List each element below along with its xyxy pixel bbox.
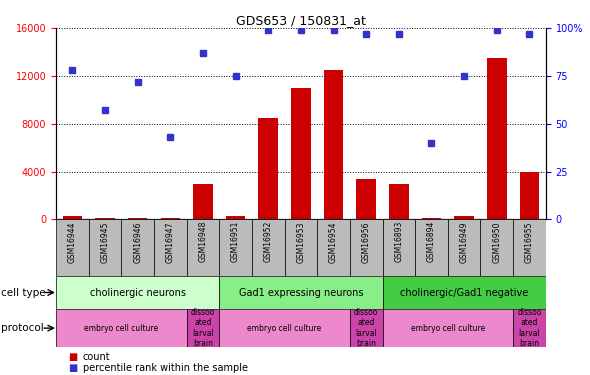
Bar: [317, 219, 350, 276]
Bar: [513, 309, 546, 347]
Text: GSM16948: GSM16948: [198, 221, 208, 262]
Text: GSM16956: GSM16956: [362, 221, 371, 262]
Text: GSM16949: GSM16949: [460, 221, 468, 262]
Bar: [291, 88, 311, 219]
Bar: [350, 219, 382, 276]
Text: ■: ■: [68, 352, 77, 362]
Bar: [95, 218, 115, 219]
Text: GSM16952: GSM16952: [264, 221, 273, 262]
Bar: [389, 183, 409, 219]
Bar: [219, 309, 350, 347]
Text: GSM16894: GSM16894: [427, 221, 436, 262]
Text: protocol: protocol: [1, 323, 43, 333]
Bar: [382, 276, 546, 309]
Bar: [56, 219, 88, 276]
Text: GSM16946: GSM16946: [133, 221, 142, 262]
Text: percentile rank within the sample: percentile rank within the sample: [83, 363, 248, 373]
Text: GSM16954: GSM16954: [329, 221, 338, 262]
Text: embryo cell culture: embryo cell culture: [247, 324, 322, 333]
Text: dissoo
ated
larval
brain: dissoo ated larval brain: [191, 308, 215, 348]
Bar: [454, 216, 474, 219]
Bar: [513, 219, 546, 276]
Text: Gad1 expressing neurons: Gad1 expressing neurons: [238, 288, 363, 297]
Bar: [186, 219, 219, 276]
Bar: [520, 172, 539, 219]
Text: cell type: cell type: [1, 288, 45, 297]
Title: GDS653 / 150831_at: GDS653 / 150831_at: [236, 14, 366, 27]
Bar: [63, 216, 82, 219]
Bar: [160, 217, 180, 219]
Bar: [480, 219, 513, 276]
Bar: [350, 309, 382, 347]
Bar: [128, 217, 148, 219]
Bar: [88, 219, 122, 276]
Bar: [382, 309, 513, 347]
Bar: [382, 219, 415, 276]
Bar: [219, 276, 382, 309]
Text: GSM16945: GSM16945: [100, 221, 110, 262]
Bar: [284, 219, 317, 276]
Bar: [258, 118, 278, 219]
Bar: [487, 58, 507, 219]
Text: dissoo
ated
larval
brain: dissoo ated larval brain: [354, 308, 378, 348]
Text: cholinergic/Gad1 negative: cholinergic/Gad1 negative: [400, 288, 528, 297]
Bar: [422, 218, 441, 219]
Bar: [154, 219, 186, 276]
Bar: [226, 216, 245, 219]
Text: cholinergic neurons: cholinergic neurons: [90, 288, 186, 297]
Bar: [415, 219, 448, 276]
Bar: [122, 219, 154, 276]
Bar: [193, 183, 213, 219]
Text: GSM16955: GSM16955: [525, 221, 534, 262]
Text: GSM16953: GSM16953: [296, 221, 306, 262]
Text: GSM16944: GSM16944: [68, 221, 77, 262]
Text: count: count: [83, 352, 110, 362]
Text: dissoo
ated
larval
brain: dissoo ated larval brain: [517, 308, 542, 348]
Bar: [448, 219, 480, 276]
Text: embryo cell culture: embryo cell culture: [84, 324, 159, 333]
Text: ■: ■: [68, 363, 77, 373]
Bar: [324, 70, 343, 219]
Text: GSM16951: GSM16951: [231, 221, 240, 262]
Bar: [186, 309, 219, 347]
Text: GSM16947: GSM16947: [166, 221, 175, 262]
Bar: [219, 219, 252, 276]
Text: embryo cell culture: embryo cell culture: [411, 324, 485, 333]
Bar: [56, 309, 186, 347]
Text: GSM16893: GSM16893: [394, 221, 404, 262]
Bar: [252, 219, 284, 276]
Text: GSM16950: GSM16950: [492, 221, 502, 262]
Bar: [56, 276, 219, 309]
Bar: [356, 179, 376, 219]
